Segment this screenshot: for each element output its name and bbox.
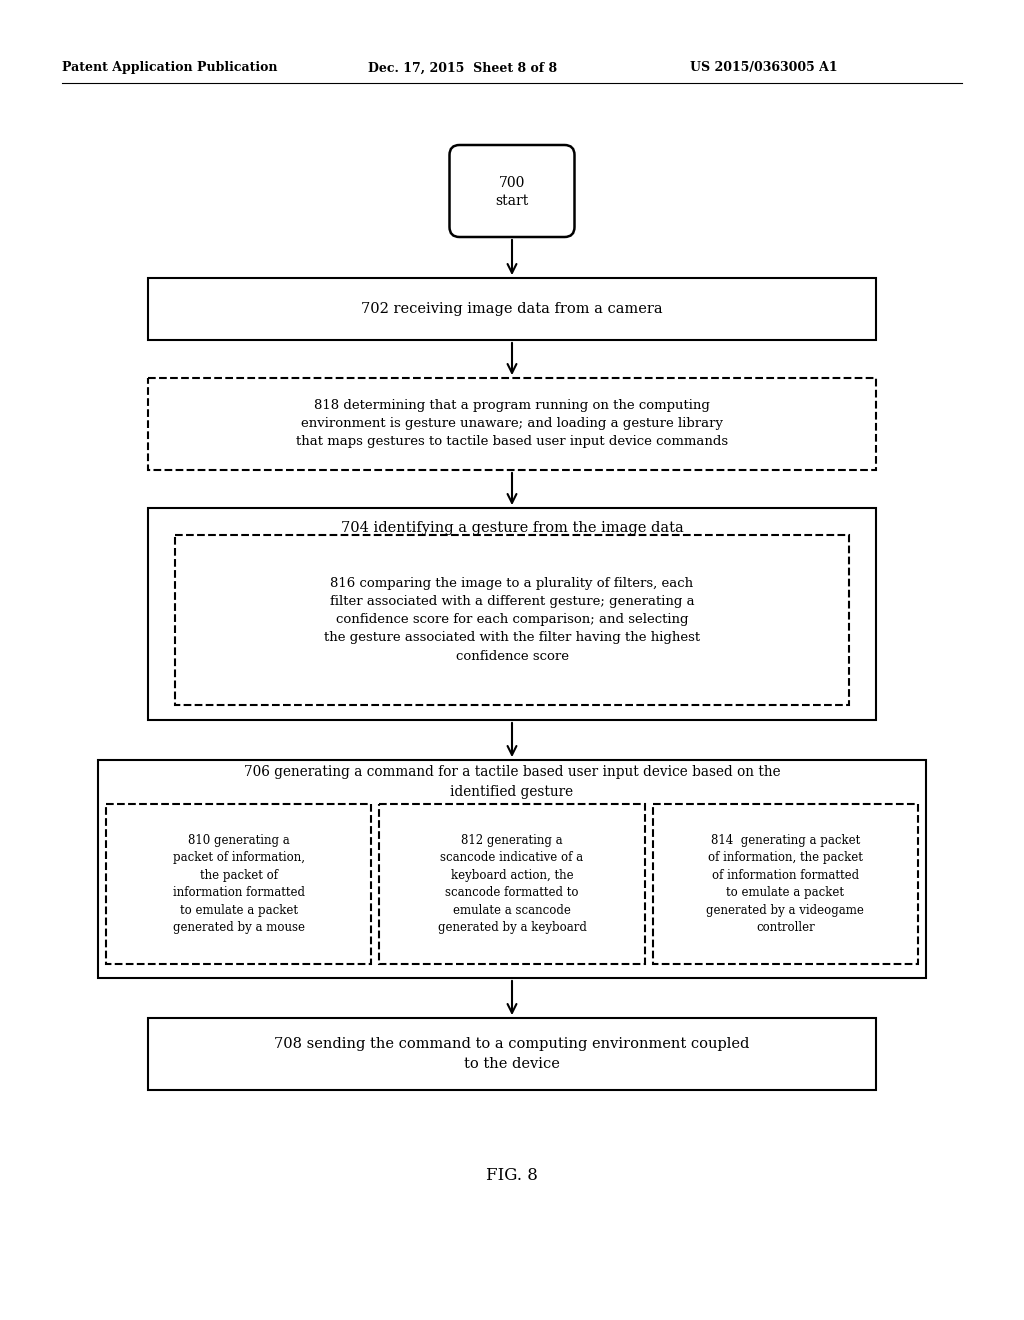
Text: 708 sending the command to a computing environment coupled
to the device: 708 sending the command to a computing e… [274,1038,750,1071]
Text: US 2015/0363005 A1: US 2015/0363005 A1 [690,62,838,74]
Text: start: start [496,194,528,209]
Text: 704 identifying a gesture from the image data: 704 identifying a gesture from the image… [341,521,683,535]
Text: 706 generating a command for a tactile based user input device based on the
iden: 706 generating a command for a tactile b… [244,766,780,799]
Text: 814  generating a packet
of information, the packet
of information formatted
to : 814 generating a packet of information, … [707,834,864,935]
Bar [148,279,876,341]
Text: 702 receiving image data from a camera: 702 receiving image data from a camera [361,302,663,315]
Text: 816 comparing the image to a plurality of filters, each
filter associated with a: 816 comparing the image to a plurality o… [324,578,700,663]
Bar [148,378,876,470]
Bar [98,760,926,978]
Bar [379,804,645,964]
Bar [106,804,372,964]
Bar [148,1018,876,1090]
FancyBboxPatch shape [450,145,574,238]
Bar [175,535,849,705]
Text: 818 determining that a program running on the computing
environment is gesture u: 818 determining that a program running o… [296,400,728,449]
Text: 812 generating a
scancode indicative of a
keyboard action, the
scancode formatte: 812 generating a scancode indicative of … [437,834,587,935]
Text: Patent Application Publication: Patent Application Publication [62,62,278,74]
Bar [148,508,876,719]
Text: 700: 700 [499,176,525,190]
Text: 810 generating a
packet of information,
the packet of
information formatted
to e: 810 generating a packet of information, … [173,834,305,935]
Text: Dec. 17, 2015  Sheet 8 of 8: Dec. 17, 2015 Sheet 8 of 8 [368,62,557,74]
Bar [652,804,918,964]
Text: FIG. 8: FIG. 8 [486,1167,538,1184]
